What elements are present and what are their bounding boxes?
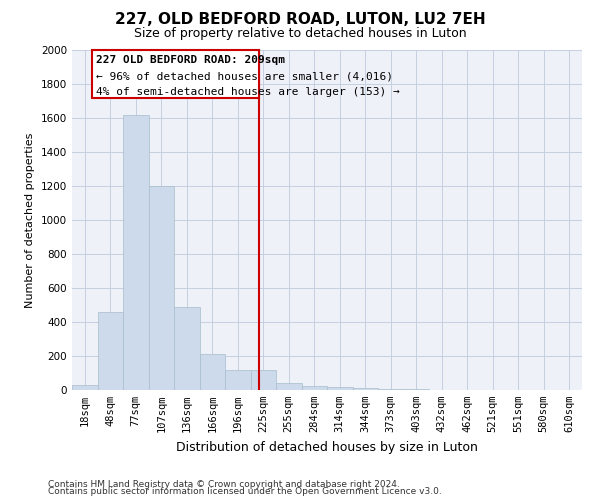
Bar	[72, 385, 97, 390]
Text: Contains public sector information licensed under the Open Government Licence v3: Contains public sector information licen…	[48, 487, 442, 496]
X-axis label: Distribution of detached houses by size in Luton: Distribution of detached houses by size …	[176, 440, 478, 454]
Bar	[92, 50, 259, 98]
Bar	[174, 306, 199, 390]
Bar	[225, 370, 251, 390]
Bar	[97, 312, 123, 390]
Text: Contains HM Land Registry data © Crown copyright and database right 2024.: Contains HM Land Registry data © Crown c…	[48, 480, 400, 489]
Bar	[199, 354, 225, 390]
Bar	[276, 383, 302, 390]
Text: 227 OLD BEDFORD ROAD: 209sqm: 227 OLD BEDFORD ROAD: 209sqm	[96, 55, 285, 65]
Bar	[251, 370, 276, 390]
Text: 227, OLD BEDFORD ROAD, LUTON, LU2 7EH: 227, OLD BEDFORD ROAD, LUTON, LU2 7EH	[115, 12, 485, 28]
Bar	[327, 386, 353, 390]
Bar	[353, 388, 378, 390]
Bar	[378, 389, 404, 390]
Text: ← 96% of detached houses are smaller (4,016): ← 96% of detached houses are smaller (4,…	[96, 71, 393, 81]
Bar	[302, 386, 327, 390]
Y-axis label: Number of detached properties: Number of detached properties	[25, 132, 35, 308]
Text: Size of property relative to detached houses in Luton: Size of property relative to detached ho…	[134, 28, 466, 40]
Bar	[149, 186, 174, 390]
Bar	[123, 114, 149, 390]
Text: 4% of semi-detached houses are larger (153) →: 4% of semi-detached houses are larger (1…	[96, 86, 400, 97]
